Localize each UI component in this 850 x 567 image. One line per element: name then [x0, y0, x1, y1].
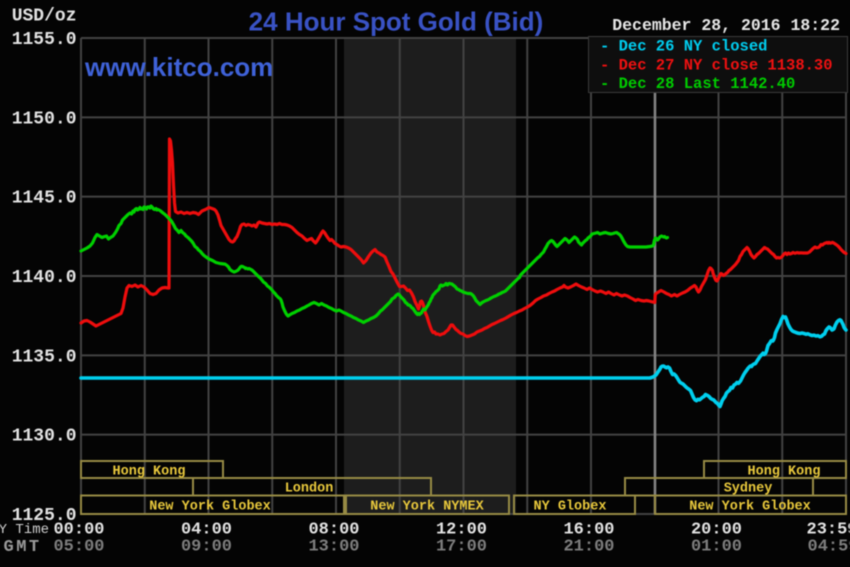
svg-text:Hong Kong: Hong Kong: [113, 464, 186, 479]
svg-text:New York Globex: New York Globex: [149, 500, 271, 515]
svg-text:23:59: 23:59: [807, 521, 850, 540]
svg-text:NY Time: NY Time: [0, 522, 49, 538]
svg-text:1135.0: 1135.0: [12, 347, 77, 367]
svg-text:1125.0: 1125.0: [12, 506, 77, 526]
svg-text:09:00: 09:00: [181, 538, 232, 557]
svg-text:16:00: 16:00: [563, 521, 614, 540]
svg-text:21:00: 21:00: [563, 538, 614, 557]
svg-text:New York NYMEX: New York NYMEX: [370, 500, 484, 515]
svg-text:13:00: 13:00: [308, 538, 359, 557]
svg-text:- Dec 27 NY close 1138.30: - Dec 27 NY close 1138.30: [600, 56, 833, 74]
svg-text:New York Globex: New York Globex: [689, 500, 811, 515]
svg-text:December 28, 2016 18:22: December 28, 2016 18:22: [612, 16, 840, 35]
svg-text:NY Globex: NY Globex: [534, 500, 607, 515]
svg-text:Sydney: Sydney: [724, 482, 773, 497]
svg-text:1150.0: 1150.0: [12, 109, 77, 129]
svg-text:24 Hour Spot Gold (Bid): 24 Hour Spot Gold (Bid): [249, 7, 544, 37]
svg-text:00:00: 00:00: [53, 521, 104, 540]
svg-text:20:00: 20:00: [691, 521, 742, 540]
svg-text:London: London: [285, 482, 334, 497]
svg-text:1140.0: 1140.0: [12, 268, 77, 288]
svg-text:05:00: 05:00: [53, 538, 104, 557]
svg-text:08:00: 08:00: [308, 521, 359, 540]
svg-text:USD/oz: USD/oz: [12, 7, 77, 27]
svg-text:04:59: 04:59: [808, 538, 850, 557]
svg-text:04:00: 04:00: [181, 521, 232, 540]
svg-text:GMT: GMT: [4, 538, 42, 557]
svg-text:Hong Kong: Hong Kong: [748, 464, 821, 479]
svg-text:www.kitco.com: www.kitco.com: [84, 52, 273, 82]
svg-text:- Dec 28 Last 1142.40: - Dec 28 Last 1142.40: [600, 75, 795, 93]
svg-text:01:00: 01:00: [691, 538, 742, 557]
svg-text:- Dec 26 NY closed: - Dec 26 NY closed: [600, 38, 767, 56]
svg-text:1130.0: 1130.0: [12, 427, 77, 447]
svg-text:1145.0: 1145.0: [12, 189, 77, 209]
svg-text:17:00: 17:00: [436, 538, 487, 557]
svg-text:12:00: 12:00: [436, 521, 487, 540]
svg-text:1155.0: 1155.0: [12, 30, 77, 50]
